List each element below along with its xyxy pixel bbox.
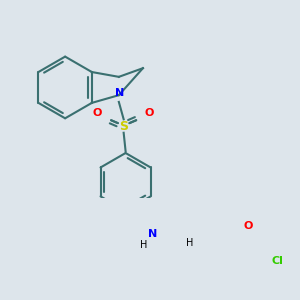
Text: H: H <box>185 238 193 248</box>
Text: O: O <box>93 107 102 118</box>
Text: H: H <box>140 240 148 250</box>
Text: O: O <box>243 221 253 231</box>
Text: S: S <box>119 119 128 133</box>
Text: O: O <box>145 107 154 118</box>
Text: N: N <box>115 88 124 98</box>
Text: N: N <box>148 229 157 239</box>
Text: Cl: Cl <box>272 256 284 266</box>
